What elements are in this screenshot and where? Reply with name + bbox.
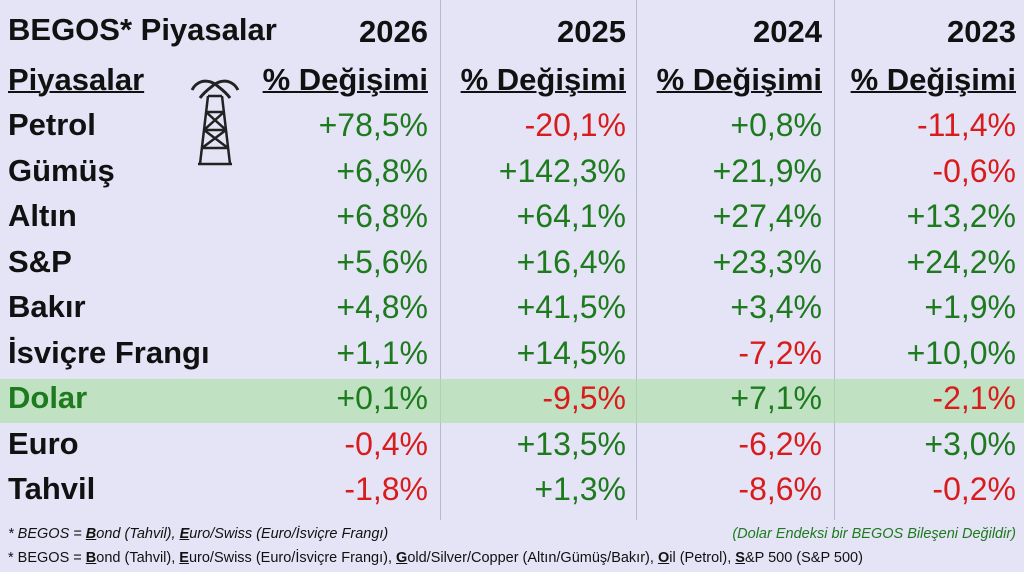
- column-subheader: % Değişimi: [632, 60, 822, 100]
- footnote-segment: E: [179, 550, 189, 566]
- year-header: 2025: [557, 14, 626, 49]
- footnote-segment: * BEGOS =: [8, 550, 86, 566]
- percent-change: +13,5%: [516, 425, 626, 462]
- percent-change: -8,6%: [738, 471, 822, 507]
- percent-change: +0,1%: [336, 380, 428, 416]
- footnote-segment: uro/Swiss (Euro/İsviçre Frangı): [189, 526, 389, 542]
- percent-change: +142,3%: [498, 152, 626, 189]
- percent-change: -11,4%: [916, 107, 1016, 143]
- percent-change: +23,3%: [712, 243, 822, 280]
- footnote-segment: B: [85, 526, 97, 542]
- row-highlight: [0, 379, 1024, 423]
- column-subheader: % Değişimi: [826, 60, 1016, 100]
- column-subheader-text: % Değişimi: [656, 62, 822, 97]
- percent-change: +3,4%: [730, 289, 822, 325]
- market-name: Bakır: [8, 289, 86, 324]
- percent-change: +10,0%: [906, 334, 1016, 371]
- percent-change: +1,9%: [924, 289, 1016, 325]
- percent-change: +5,6%: [336, 243, 428, 280]
- percent-change: +24,2%: [906, 243, 1016, 280]
- footnote-segment: ond (Tahvil),: [96, 550, 180, 566]
- percent-change: +14,5%: [516, 334, 626, 371]
- market-name: Gümüş: [8, 152, 115, 188]
- column-divider: [636, 0, 637, 520]
- footnote-segment: O: [657, 550, 670, 566]
- percent-change: -1,8%: [344, 471, 428, 507]
- footnote-segment: E: [179, 526, 190, 542]
- market-name: S&P: [8, 243, 72, 279]
- market-name: Dolar: [8, 380, 88, 415]
- percent-change: -20,1%: [524, 107, 626, 143]
- percent-change: +6,8%: [336, 152, 428, 189]
- market-name: İsviçre Frangı: [8, 334, 210, 370]
- year-header: 2026: [359, 14, 428, 49]
- footnote-segment: B: [85, 550, 97, 566]
- year-header: 2024: [753, 14, 822, 49]
- market-name: Tahvil: [8, 471, 96, 506]
- percent-change: +16,4%: [516, 243, 626, 280]
- column-subheader: % Değişimi: [238, 60, 428, 100]
- column-subheader-text: % Değişimi: [850, 62, 1016, 97]
- footnote-segment: uro/Swiss (Euro/İsviçre Frangı),: [188, 550, 397, 566]
- footnote-segment: il (Petrol),: [669, 550, 736, 566]
- percent-change: +3,0%: [924, 425, 1016, 462]
- percent-change: +27,4%: [712, 198, 822, 234]
- oil-derrick-icon: [190, 79, 240, 166]
- percent-change: +1,3%: [534, 471, 626, 507]
- percent-change: -0,2%: [932, 471, 1016, 507]
- column-subheader-text: % Değişimi: [460, 62, 626, 97]
- column-subheader-text: % Değişimi: [262, 62, 428, 97]
- footnote-segment: * BEGOS =: [8, 526, 86, 542]
- percent-change: -7,2%: [738, 334, 822, 371]
- market-name: Altın: [8, 198, 77, 233]
- percent-change: -0,4%: [344, 425, 428, 462]
- percent-change: +4,8%: [336, 289, 428, 325]
- percent-change: +7,1%: [730, 380, 822, 416]
- footnote: * BEGOS = Bond (Tahvil), Euro/Swiss (Eur…: [8, 524, 388, 544]
- percent-change: +21,9%: [712, 152, 822, 189]
- percent-change: -2,1%: [932, 380, 1016, 416]
- footnote-segment: ond (Tahvil),: [96, 526, 180, 542]
- year-header: 2023: [947, 14, 1016, 49]
- column-divider: [440, 0, 441, 520]
- percent-change: +13,2%: [906, 198, 1016, 234]
- percent-change: -6,2%: [738, 425, 822, 462]
- percent-change: -9,5%: [542, 380, 626, 416]
- percent-change: +6,8%: [336, 198, 428, 234]
- column-divider: [834, 0, 835, 520]
- footnote-note: (Dolar Endeksi bir BEGOS Bileşeni Değild…: [732, 526, 1016, 542]
- column-subheader: % Değişimi: [436, 60, 626, 100]
- footnote-segment: &P 500 (S&P 500): [744, 550, 863, 566]
- footnote-segment: S: [735, 550, 745, 566]
- percent-change: +64,1%: [516, 198, 626, 234]
- percent-change: +0,8%: [730, 107, 822, 143]
- column-header: Piyasalar: [8, 62, 145, 97]
- percent-change: +1,1%: [336, 334, 428, 371]
- percent-change: +41,5%: [516, 289, 626, 325]
- footnote: * BEGOS = Bond (Tahvil), Euro/Swiss (Eur…: [8, 548, 863, 568]
- footnote-segment: G: [396, 550, 408, 566]
- footnote-segment: old/Silver/Copper (Altın/Gümüş/Bakır),: [407, 550, 658, 566]
- market-name: Euro: [8, 425, 79, 461]
- market-name: Petrol: [8, 107, 96, 142]
- title: BEGOS* Piyasalar: [8, 12, 277, 47]
- percent-change: +78,5%: [318, 107, 428, 143]
- percent-change: -0,6%: [932, 152, 1016, 189]
